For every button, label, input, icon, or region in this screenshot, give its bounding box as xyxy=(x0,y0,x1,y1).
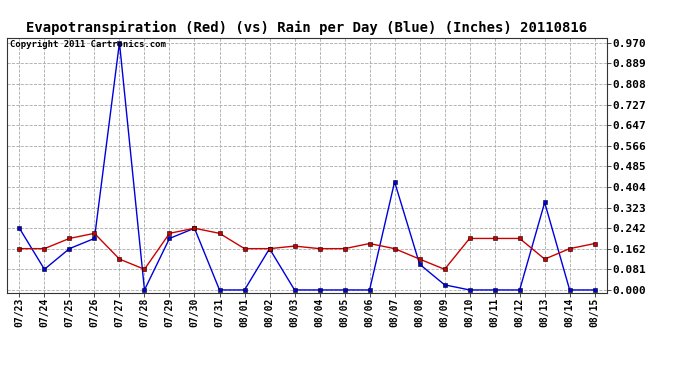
Title: Evapotranspiration (Red) (vs) Rain per Day (Blue) (Inches) 20110816: Evapotranspiration (Red) (vs) Rain per D… xyxy=(26,21,588,35)
Text: Copyright 2011 Cartronics.com: Copyright 2011 Cartronics.com xyxy=(10,40,166,49)
